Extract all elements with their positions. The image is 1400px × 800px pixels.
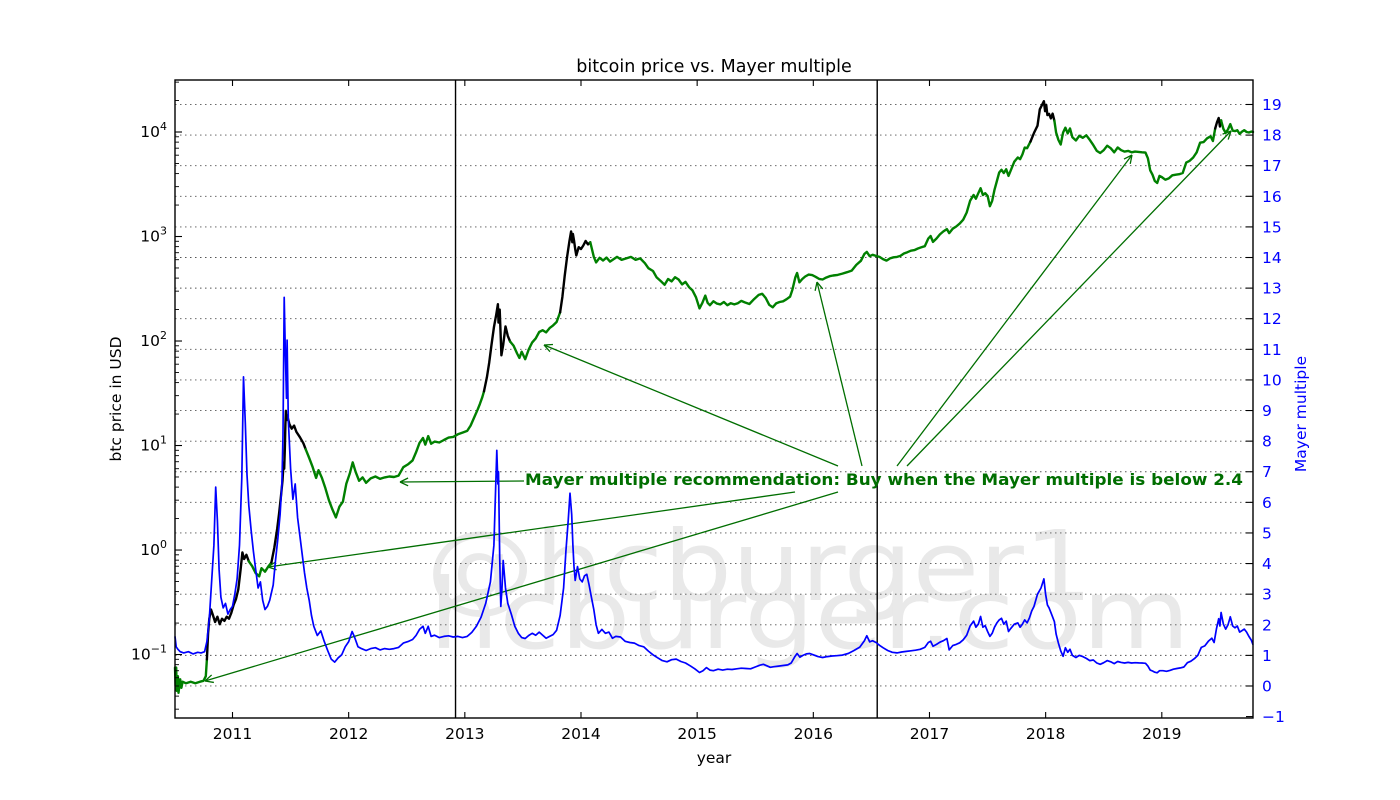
x-tick-label: 2019 — [1142, 725, 1181, 743]
annotation-arrow — [204, 491, 839, 682]
btc-price-line-segment — [1029, 100, 1056, 143]
y-right-tick-label: 14 — [1262, 249, 1282, 267]
annotation-arrows — [204, 130, 1232, 684]
y-right-tick-label: 2 — [1262, 616, 1272, 634]
y-right-tick-label: 12 — [1262, 310, 1282, 328]
plot-border — [174, 79, 1254, 719]
arrowhead — [399, 477, 409, 483]
y-right-tick-label: 0 — [1262, 677, 1272, 695]
arrowhead — [1227, 130, 1232, 140]
arrowhead — [814, 281, 818, 291]
btc-price-line-buy-segment — [589, 140, 1032, 310]
y-right-tick-label: 16 — [1262, 188, 1282, 206]
btc-price-line-buy-segment — [508, 311, 562, 361]
annotation-text: Mayer multiple recommendation: Buy when … — [525, 470, 1243, 489]
y-right-tick-label: 18 — [1262, 127, 1282, 145]
btc-price-line-buy-segment — [1219, 119, 1255, 136]
y-right-tick-label: 3 — [1262, 586, 1272, 604]
y-right-tick-label: 11 — [1262, 341, 1282, 359]
y-right-tick-label: 6 — [1262, 494, 1272, 512]
y-axis-label-right: Mayer multiple — [1292, 356, 1310, 472]
arrowhead — [543, 344, 551, 353]
arrowhead — [1123, 154, 1133, 160]
arrowhead — [399, 481, 409, 487]
arrowhead — [543, 343, 554, 346]
y-right-tick-label: 1 — [1262, 647, 1272, 665]
y-right-tick-label: 7 — [1262, 463, 1272, 481]
y-right-tick-label: 19 — [1262, 96, 1282, 114]
y-right-tick-label: 15 — [1262, 218, 1282, 236]
btc-price-line-segment — [1214, 116, 1223, 130]
annotation-arrow — [896, 154, 1133, 467]
x-tick-label: 2016 — [794, 725, 833, 743]
btc-price-line-segment — [270, 409, 307, 564]
annotation-arrow — [906, 130, 1232, 467]
watermark: @hcburger1 hcburger.com — [426, 510, 1190, 671]
btc-price-line-segment — [558, 230, 592, 314]
btc-price-line-segment — [205, 551, 250, 661]
y-right-tick-label: 4 — [1262, 555, 1272, 573]
arrowhead — [1129, 154, 1133, 164]
y-right-tick-label: 17 — [1262, 157, 1282, 175]
chart-title: bitcoin price vs. Mayer multiple — [576, 57, 852, 77]
y-right-tick-label: 13 — [1262, 280, 1282, 298]
arrowhead — [204, 680, 214, 684]
x-axis-label: year — [697, 749, 732, 767]
y-axis-label-left: btc price in USD — [107, 336, 125, 461]
y-right-tick-label: 5 — [1262, 524, 1272, 542]
x-tick-label: 2012 — [329, 725, 368, 743]
x-tick-label: 2015 — [677, 725, 716, 743]
btc-price-line-buy-segment — [173, 658, 209, 694]
arrowhead — [816, 281, 824, 290]
annotation-arrow — [267, 491, 796, 568]
x-tick-label: 2018 — [1026, 725, 1065, 743]
x-tick-label: 2013 — [445, 725, 484, 743]
axes: 2011 2012 2013 2014 2015 2016 2017 2018 201910−1… — [131, 79, 1285, 743]
btc-price-line-buy-segment — [304, 390, 486, 519]
halving-lines — [454, 80, 878, 718]
annotation-arrow — [816, 281, 863, 467]
y-right-tick-label: −1 — [1262, 708, 1285, 726]
btc-price-line-buy-segment — [1053, 119, 1217, 185]
data-series — [173, 100, 1255, 694]
annotation-arrow — [399, 480, 525, 483]
btc-price-line-buy-segment — [247, 560, 273, 578]
mayer-multiple-line — [174, 296, 1254, 674]
annotation-arrow — [543, 344, 839, 467]
y-right-tick-label: 10 — [1262, 371, 1282, 389]
y-right-tick-label: 8 — [1262, 433, 1272, 451]
x-tick-label: 2011 — [213, 725, 252, 743]
btc-price-line-segment — [482, 303, 512, 393]
x-tick-label: 2014 — [561, 725, 600, 743]
arrowhead — [204, 674, 213, 682]
x-tick-label: 2017 — [910, 725, 949, 743]
y-right-tick-label: 9 — [1262, 402, 1272, 420]
